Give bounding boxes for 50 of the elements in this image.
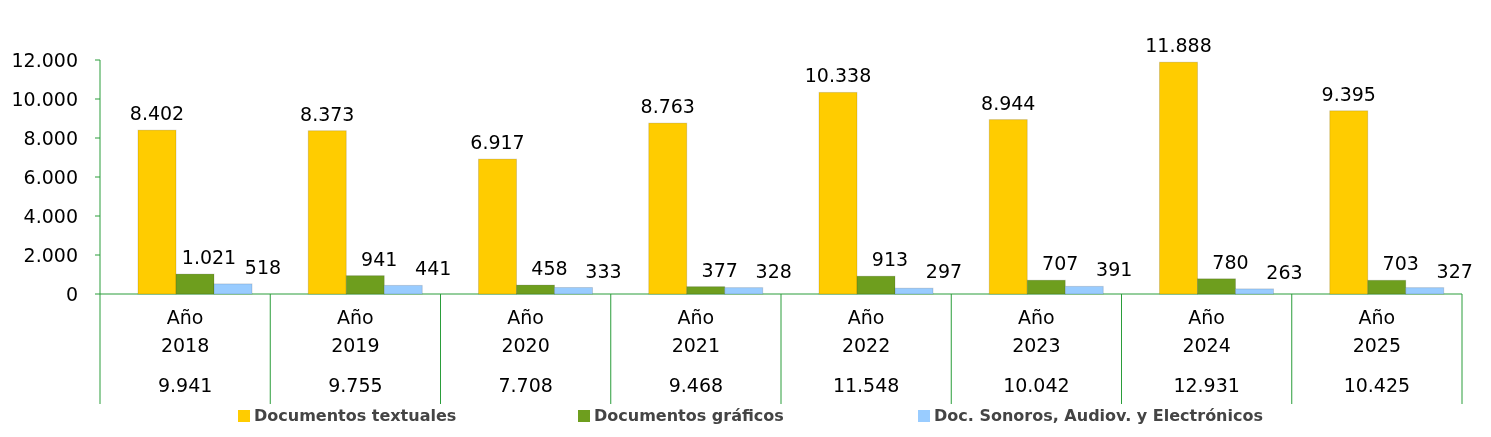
data-label: 1.021	[181, 246, 237, 269]
y-tick-label: 12.000	[11, 48, 78, 71]
data-label: 6.917	[470, 131, 525, 154]
data-label: 391	[1096, 258, 1133, 281]
data-label: 328	[755, 259, 792, 282]
data-label: 8.402	[129, 102, 185, 125]
data-label: 941	[361, 247, 398, 270]
legend-label: Documentos textuales	[254, 406, 457, 425]
x-tick-label: Año 2023	[1012, 306, 1061, 356]
data-label: 703	[1382, 252, 1419, 275]
x-tick-label: Año 2018	[160, 306, 210, 356]
text: 11.548	[832, 374, 900, 396]
data-label: 297	[925, 260, 963, 283]
text: 12.931	[1173, 374, 1240, 396]
y-tick-label: 2.000	[23, 243, 78, 266]
text: 10.042	[1003, 374, 1070, 396]
data-label: 11.888	[1145, 34, 1212, 57]
data-label: 780	[1212, 250, 1249, 273]
text: 9.468	[668, 374, 724, 396]
data-label: 263	[1266, 260, 1303, 283]
text: 10.425	[1343, 374, 1411, 396]
data-label: 707	[1042, 252, 1079, 275]
text: 9.941	[157, 374, 213, 396]
data-label: 441	[415, 257, 452, 280]
data-label: 458	[531, 257, 568, 280]
data-label: 10.338	[804, 64, 872, 87]
text: 7.708	[498, 374, 553, 396]
x-tick-label: Año 2022	[841, 306, 891, 356]
data-label: 518	[244, 255, 282, 278]
x-tick-label: Año 2019	[331, 306, 380, 356]
text: 9.755	[328, 374, 383, 396]
x-tick-label: Año 2024	[1182, 306, 1231, 356]
y-tick-label: 0	[65, 282, 78, 305]
data-label: 913	[871, 248, 909, 271]
x-tick-label: Año 2025	[1352, 306, 1402, 356]
data-label: 8.763	[640, 95, 695, 118]
data-label: 327	[1436, 259, 1473, 282]
data-label: 333	[585, 259, 622, 282]
y-tick-label: 8.000	[23, 126, 78, 149]
legend-label: Documentos gráficos	[594, 406, 784, 425]
x-tick-label: Año 2021	[671, 306, 721, 356]
data-label: 9.395	[1321, 82, 1376, 105]
y-tick-label: 10.000	[11, 87, 78, 110]
x-tick-label: Año 2020	[501, 306, 550, 356]
y-tick-label: 4.000	[23, 204, 78, 227]
data-label: 377	[701, 258, 738, 281]
y-tick-label: 6.000	[23, 165, 78, 188]
data-label: 8.944	[981, 91, 1036, 114]
legend-label: Doc. Sonoros, Audiov. y Electrónicos	[934, 406, 1263, 425]
data-label: 8.373	[300, 102, 355, 125]
